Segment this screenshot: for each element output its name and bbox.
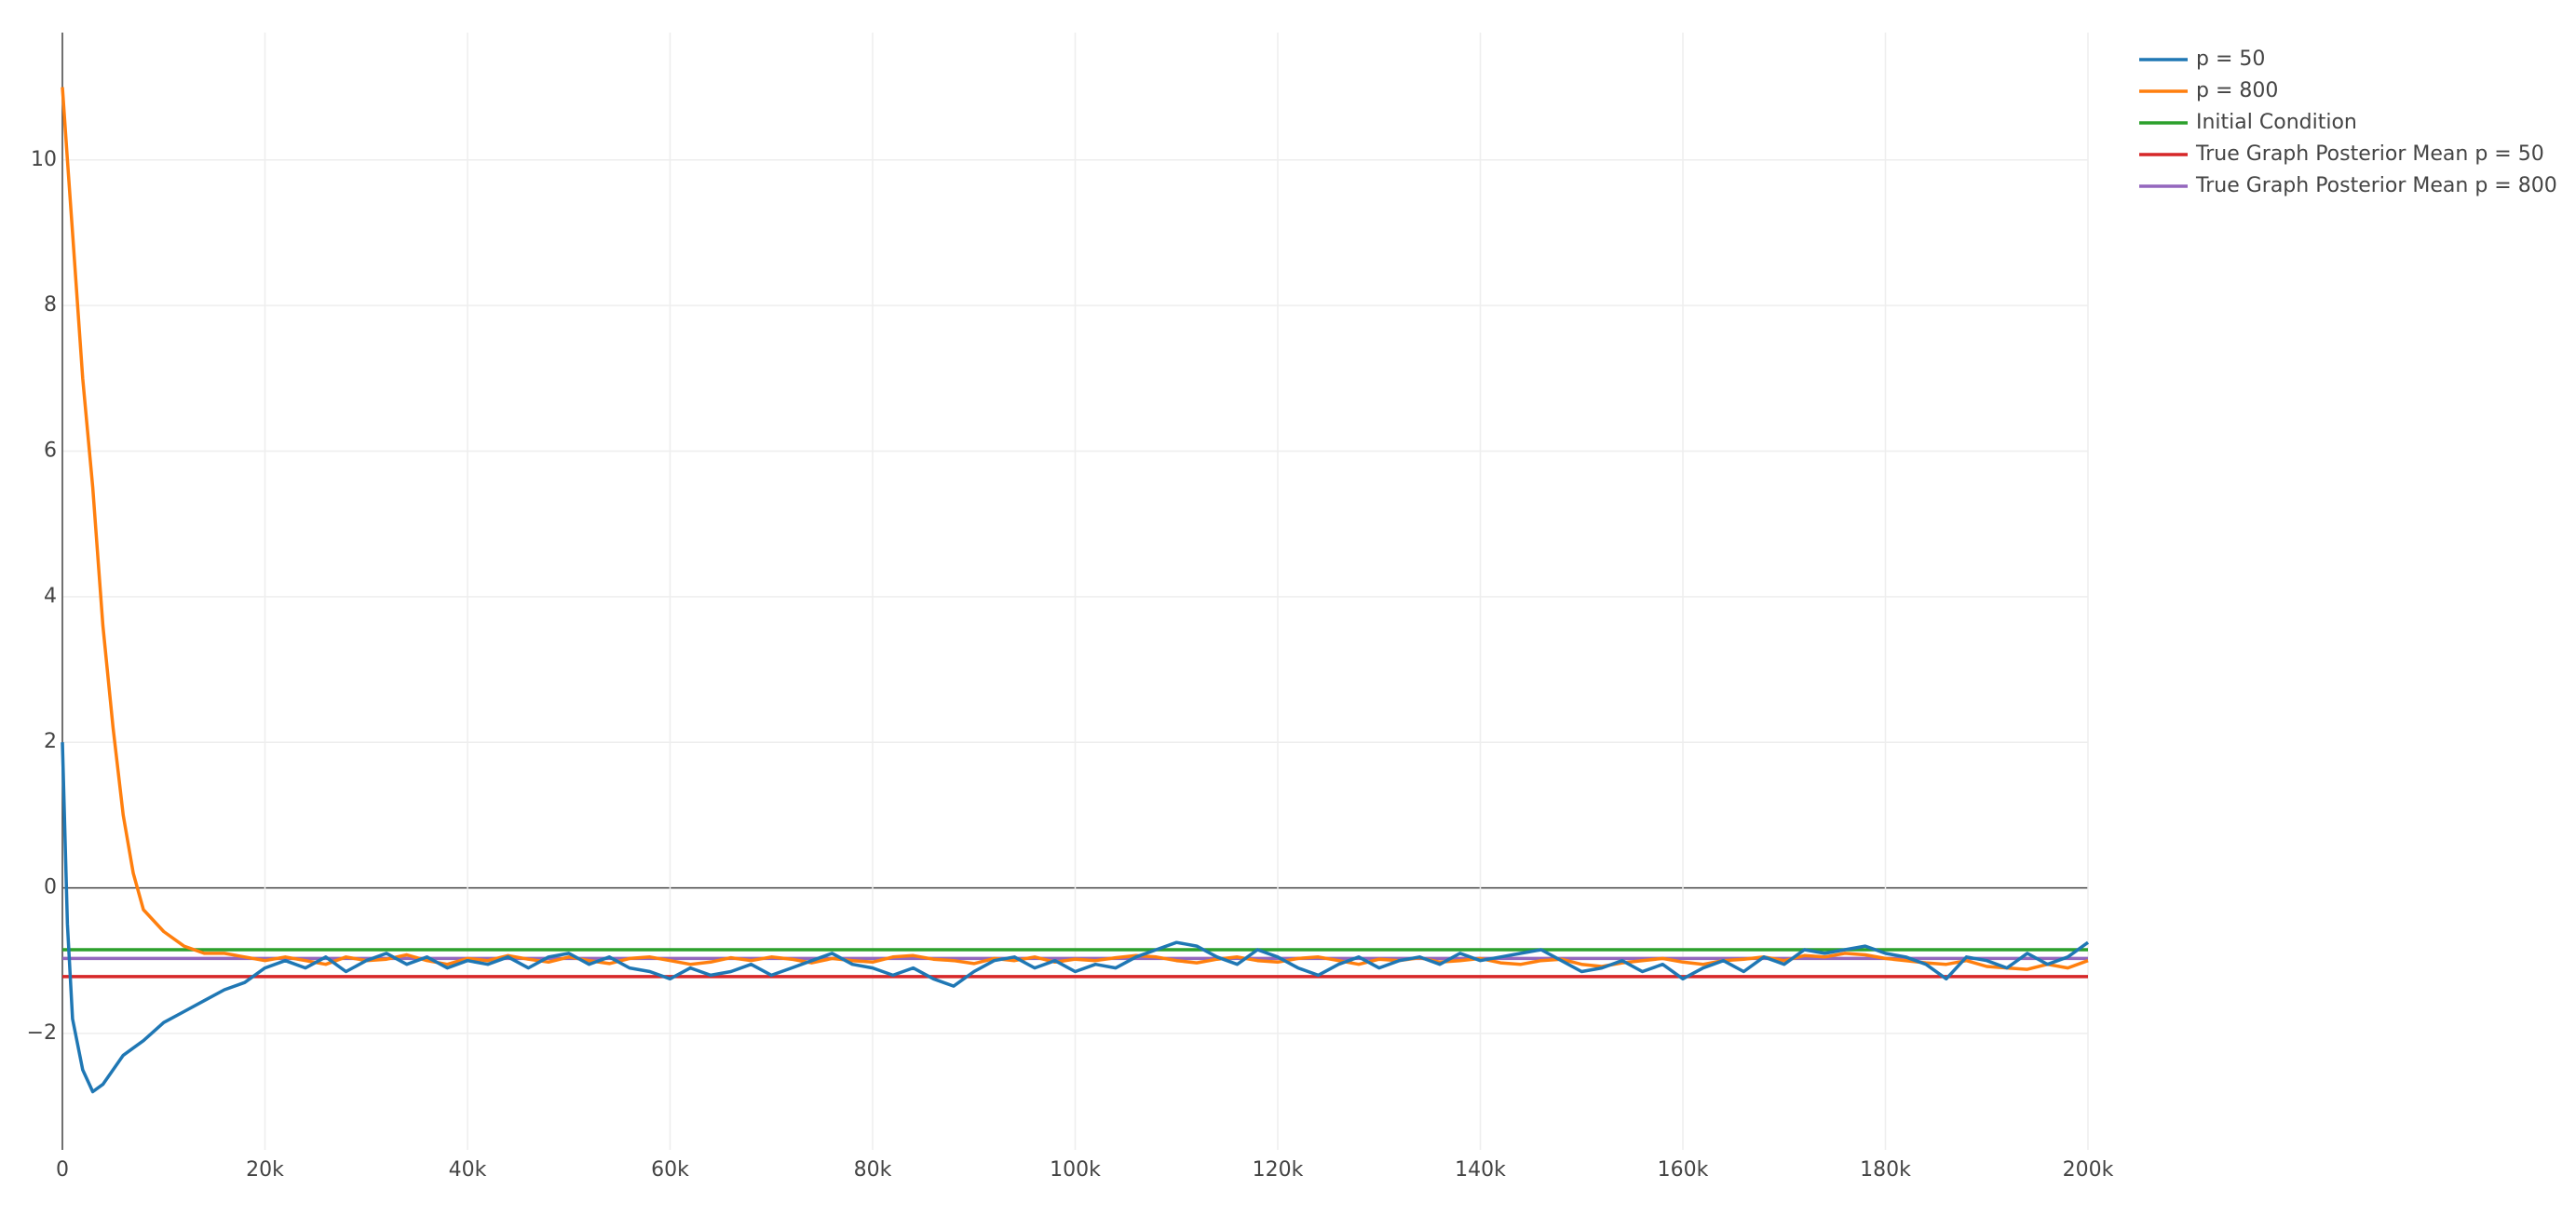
y-tick-label: 8	[44, 293, 57, 317]
x-tick-label: 160k	[1658, 1158, 1709, 1182]
y-tick-label: 10	[31, 148, 57, 171]
legend-label: Initial Condition	[2196, 111, 2357, 134]
legend-label: p = 50	[2196, 47, 2265, 71]
x-tick-label: 100k	[1050, 1158, 1101, 1182]
x-tick-label: 140k	[1455, 1158, 1506, 1182]
x-tick-label: 180k	[1860, 1158, 1911, 1182]
x-tick-label: 60k	[651, 1158, 689, 1182]
x-tick-label: 120k	[1253, 1158, 1304, 1182]
y-tick-label: 2	[44, 730, 57, 753]
legend-label: True Graph Posterior Mean p = 50	[2195, 142, 2544, 166]
y-tick-label: 0	[44, 876, 57, 899]
legend-label: True Graph Posterior Mean p = 800	[2195, 174, 2557, 197]
y-tick-label: −2	[27, 1021, 57, 1045]
x-tick-label: 20k	[246, 1158, 284, 1182]
y-tick-label: 4	[44, 585, 57, 608]
x-tick-label: 80k	[854, 1158, 892, 1182]
x-tick-label: 40k	[449, 1158, 487, 1182]
y-tick-label: 6	[44, 439, 57, 463]
x-tick-label: 0	[56, 1158, 69, 1182]
series-line	[61, 742, 2090, 1094]
legend-label: p = 800	[2196, 79, 2278, 102]
x-tick-label: 200k	[2063, 1158, 2114, 1182]
